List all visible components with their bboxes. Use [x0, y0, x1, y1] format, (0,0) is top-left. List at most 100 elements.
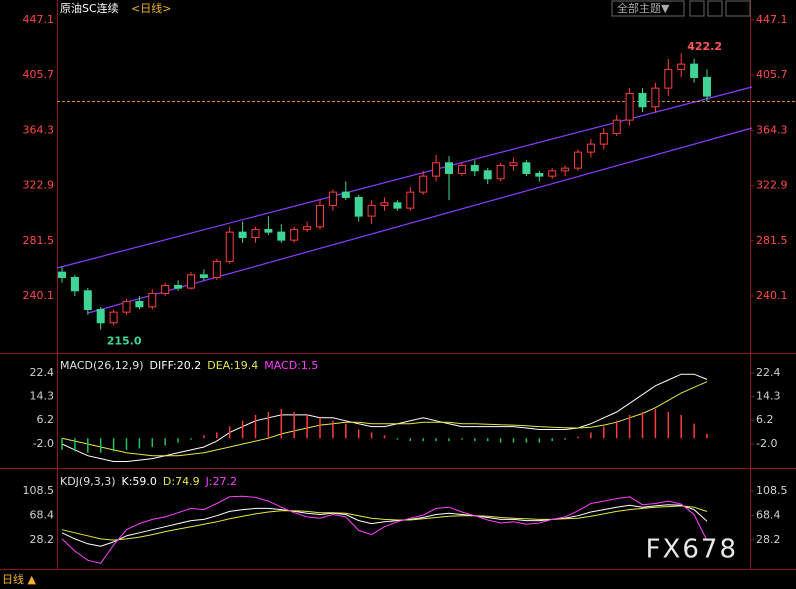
candle-body — [548, 170, 557, 177]
indicator-line — [61, 495, 708, 564]
candle-body — [135, 300, 144, 308]
legend-entry: D:74.9 — [163, 475, 200, 488]
candle-body — [199, 274, 208, 278]
candle-body — [264, 228, 273, 233]
candle-body — [70, 276, 79, 292]
annotation: 422.2 — [687, 40, 722, 53]
candle-body — [574, 151, 582, 169]
candle-body — [586, 143, 595, 153]
indicator-line — [61, 381, 708, 457]
indicator-line — [61, 504, 708, 547]
panel-plot — [61, 373, 708, 462]
y-tick-label: 364.3 — [756, 123, 788, 136]
candle-body — [328, 191, 337, 206]
theme-button[interactable] — [611, 0, 685, 17]
y-tick-label: 281.5 — [23, 234, 55, 247]
legend-entry: MACD:1.5 — [264, 359, 318, 372]
candle-body — [535, 172, 544, 177]
y-tick-label: 108.5 — [23, 484, 55, 497]
y-tick-label: 322.9 — [23, 179, 55, 192]
candle-body — [470, 164, 479, 172]
candle-body — [316, 204, 324, 228]
y-tick-label: 240.1 — [756, 289, 788, 302]
candle-body — [148, 292, 157, 308]
y-tick-label: 447.1 — [23, 13, 55, 26]
y-tick-label: 281.5 — [756, 234, 788, 247]
candle-body — [238, 231, 247, 238]
panel-plot — [61, 495, 708, 564]
candle-body — [638, 92, 647, 108]
y-tick-label: 28.2 — [30, 533, 55, 546]
period-tab-label[interactable]: 日线 ▲ — [2, 572, 36, 586]
y-tick-label: 405.7 — [756, 68, 788, 81]
candle-body — [522, 162, 531, 174]
y-tick-label: 322.9 — [756, 179, 788, 192]
candle-body — [612, 119, 621, 134]
legend-entry: K:59.0 — [122, 475, 157, 488]
candle-body — [496, 164, 505, 180]
y-tick-label: -2.0 — [756, 437, 777, 450]
candle-body — [290, 228, 299, 241]
candle-body — [174, 284, 183, 289]
candle-body — [625, 92, 634, 121]
watermark: FX678 — [646, 535, 738, 565]
y-tick-label: 14.3 — [756, 390, 781, 403]
candle-body — [445, 162, 453, 174]
y-tick-label: 447.1 — [756, 13, 788, 26]
period: <日线> — [131, 1, 171, 15]
y-tick-label: 28.2 — [756, 533, 781, 546]
candle-body — [432, 162, 441, 177]
legend-entry: DIFF:20.2 — [150, 359, 202, 372]
candle-body — [457, 164, 466, 174]
button[interactable] — [689, 0, 705, 17]
y-tick-label: 22.4 — [30, 366, 55, 379]
y-tick-label: -2.0 — [33, 437, 54, 450]
indicator-name: KDJ(9,3,3) — [60, 475, 116, 488]
candle-body — [354, 196, 363, 217]
candle-body — [419, 175, 428, 193]
candle-body — [83, 290, 92, 310]
candle-body — [561, 167, 570, 172]
candle-body — [393, 202, 402, 209]
candle-body — [690, 63, 699, 78]
y-tick-label: 6.2 — [756, 413, 774, 426]
candle-body — [677, 63, 686, 70]
channel-line — [56, 86, 753, 269]
indicator-line — [61, 505, 708, 541]
legend-entry: DEA:19.4 — [207, 359, 258, 372]
y-tick-label: 22.4 — [756, 366, 781, 379]
candle-body — [483, 170, 492, 180]
candle-body — [599, 132, 608, 145]
candle-body — [367, 204, 376, 217]
period-tab[interactable] — [0, 571, 44, 589]
candle-body — [277, 231, 286, 241]
y-tick-label: 68.4 — [30, 508, 55, 521]
y-tick-label: 364.3 — [23, 123, 55, 136]
y-tick-label: 68.4 — [756, 508, 781, 521]
theme-button-label[interactable]: 全部主题▼ — [617, 1, 670, 15]
y-tick-label: 108.5 — [756, 484, 788, 497]
candle-body — [187, 274, 195, 289]
candle-body — [509, 162, 518, 166]
channel-line — [87, 127, 753, 314]
candle-body — [109, 311, 118, 324]
indicator-name: MACD(26,12,9) — [60, 359, 144, 372]
button[interactable] — [725, 0, 751, 17]
candle-body — [212, 260, 221, 278]
candle-body — [161, 284, 170, 294]
y-tick-label: 240.1 — [23, 289, 55, 302]
candle-body — [58, 271, 66, 278]
legend-entry: J:27.2 — [205, 475, 237, 488]
candle-body — [703, 76, 711, 97]
candle-body — [122, 300, 131, 313]
candle-body — [651, 87, 660, 108]
candle-body — [303, 226, 312, 230]
button[interactable] — [707, 0, 723, 17]
annotation: 215.0 — [107, 334, 142, 347]
candle-body — [406, 191, 415, 209]
title: 原油SC连续 — [60, 1, 119, 15]
